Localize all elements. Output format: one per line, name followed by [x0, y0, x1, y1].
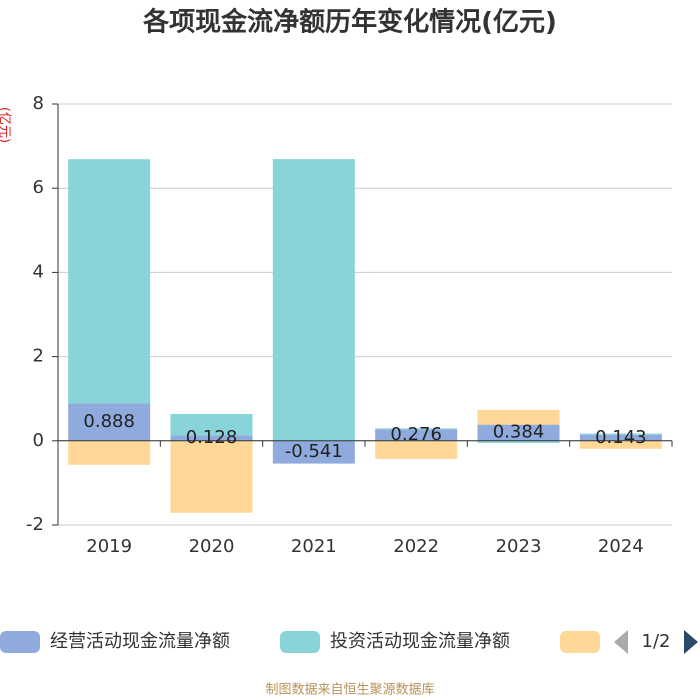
bar — [375, 429, 458, 441]
y-axis-label: (亿元) — [0, 107, 12, 143]
legend-swatch[interactable] — [0, 631, 40, 653]
y-tick-label: 4 — [33, 261, 44, 282]
bar — [68, 159, 151, 404]
x-tick-label: 2023 — [496, 536, 542, 557]
legend-swatch[interactable] — [280, 631, 320, 653]
legend-label: 经营活动现金流量净额 — [50, 631, 230, 652]
y-tick-label: -2 — [26, 514, 44, 535]
bar — [68, 440, 151, 465]
bar — [375, 428, 458, 430]
bar — [170, 440, 253, 513]
data-label: -0.541 — [285, 441, 343, 462]
legend-page: 1/2 — [642, 631, 671, 652]
legend-next[interactable] — [684, 630, 698, 654]
legend-label: 投资活动现金流量净额 — [330, 631, 510, 652]
bar — [477, 409, 560, 425]
y-tick-label: 8 — [33, 93, 44, 114]
bar — [272, 440, 355, 464]
y-tick-label: 6 — [33, 177, 44, 198]
legend-swatch[interactable] — [560, 631, 600, 653]
x-tick-label: 2022 — [393, 536, 439, 557]
x-tick-label: 2021 — [291, 536, 337, 557]
x-tick-label: 2019 — [86, 536, 132, 557]
bar — [477, 440, 560, 443]
x-tick-label: 2024 — [598, 536, 644, 557]
bar — [272, 159, 355, 441]
bar — [477, 424, 560, 441]
bar — [375, 440, 458, 459]
data-label: 0.128 — [186, 427, 238, 448]
data-label: 0.143 — [595, 427, 647, 448]
y-tick-label: 0 — [33, 430, 44, 451]
bar — [68, 403, 151, 441]
bar — [579, 434, 662, 441]
data-label: 0.384 — [493, 422, 545, 443]
bar — [170, 435, 253, 441]
x-tick-label: 2020 — [189, 536, 235, 557]
data-label: 0.888 — [83, 411, 135, 432]
bar — [579, 440, 662, 449]
bar — [170, 413, 253, 436]
data-label: 0.276 — [390, 424, 442, 445]
legend-prev[interactable] — [614, 630, 628, 654]
bar — [579, 433, 662, 435]
chart-title: 各项现金流净额历年变化情况(亿元) — [142, 7, 557, 38]
source-note: 制图数据来自恒生聚源数据库 — [265, 682, 434, 698]
y-tick-label: 2 — [33, 346, 44, 367]
